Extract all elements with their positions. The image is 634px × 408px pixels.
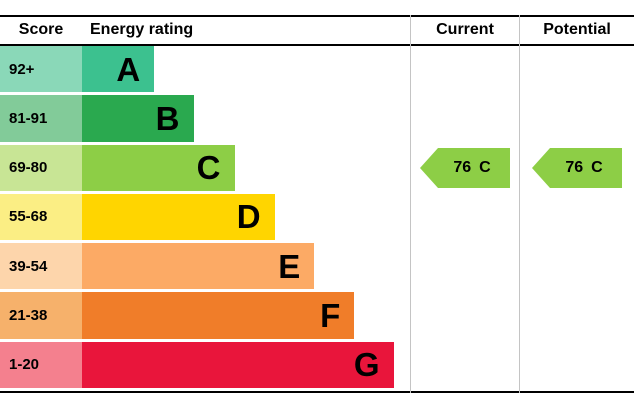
- score-cell: 1-20: [0, 341, 82, 388]
- energy-rating-column-header: Energy rating: [90, 21, 194, 38]
- potential-rating-value: 76: [565, 159, 584, 176]
- bar-area: F: [82, 292, 410, 339]
- current-rating-value: 76: [453, 159, 472, 176]
- rating-row-f: 21-38 F: [0, 292, 411, 341]
- bottom-border-line: [0, 391, 634, 393]
- current-rating-arrow: 76 C: [420, 148, 510, 188]
- current-column-header: Current: [436, 21, 494, 38]
- rating-bar: D: [82, 193, 275, 241]
- score-cell: 39-54: [0, 243, 82, 290]
- rating-bar: C: [82, 144, 235, 191]
- rating-bar: B: [82, 95, 194, 142]
- score-cell: 81-91: [0, 95, 82, 142]
- bar-area: D: [82, 193, 410, 241]
- rating-rows: 92+ A 81-91 B 69-80 C 55-68 D 39-54: [0, 46, 411, 391]
- score-column-header: Score: [18, 21, 64, 38]
- rating-bar: A: [82, 46, 155, 93]
- bar-area: G: [82, 341, 410, 388]
- rating-row-a: 92+ A: [0, 46, 411, 95]
- rating-row-e: 39-54 E: [0, 243, 411, 292]
- score-cell: 92+: [0, 46, 82, 93]
- bar-area: B: [82, 95, 410, 142]
- score-cell: 69-80: [0, 144, 82, 191]
- rating-bar: F: [82, 292, 355, 339]
- top-border-line: [0, 15, 634, 17]
- header-divider-line: [0, 44, 634, 46]
- rating-row-g: 1-20 G: [0, 341, 411, 391]
- potential-column-divider: [519, 15, 520, 393]
- rating-row-d: 55-68 D: [0, 193, 411, 243]
- potential-rating-arrow: 76 C: [532, 148, 622, 188]
- bar-area: A: [82, 46, 410, 93]
- rating-bar: G: [82, 341, 394, 388]
- bar-area: E: [82, 243, 410, 290]
- score-cell: 21-38: [0, 292, 82, 339]
- rating-row-c: 69-80 C: [0, 144, 411, 194]
- current-rating-letter: C: [479, 159, 491, 176]
- score-cell: 55-68: [0, 193, 82, 241]
- rating-bar: E: [82, 243, 315, 290]
- rating-row-b: 81-91 B: [0, 95, 411, 144]
- potential-column-header: Potential: [543, 21, 611, 38]
- potential-rating-letter: C: [591, 159, 603, 176]
- bar-area: C: [82, 144, 410, 191]
- current-column-divider: [410, 15, 411, 393]
